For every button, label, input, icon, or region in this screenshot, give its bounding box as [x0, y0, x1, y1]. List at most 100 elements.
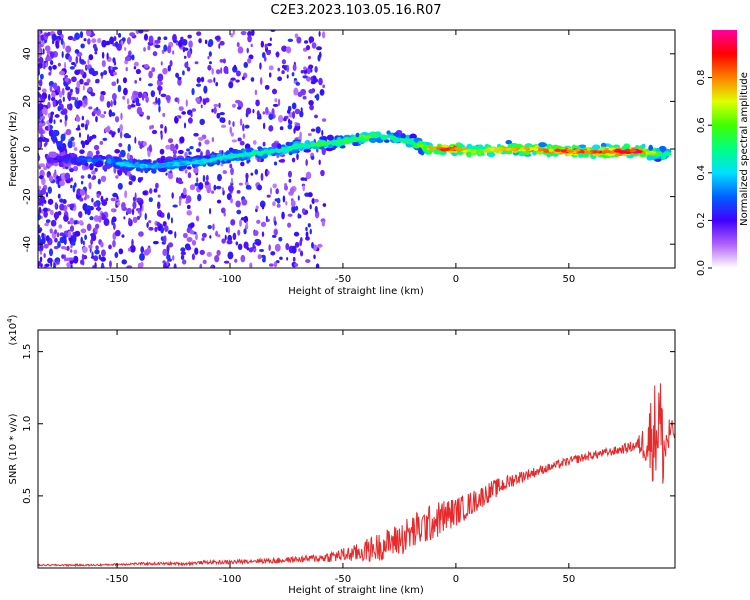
spectrogram-speckle: [314, 66, 318, 73]
spectrogram-speckle: [226, 193, 232, 201]
spectrogram-speckle: [279, 126, 284, 131]
spectrogram-speckle: [311, 198, 315, 204]
spectrogram-speckle: [88, 182, 92, 190]
spectrogram-speckle: [264, 84, 270, 90]
spectrogram-ridge-core: [523, 146, 530, 150]
spectrogram-speckle: [64, 172, 71, 180]
spectrogram-speckle: [100, 114, 106, 119]
spectrogram-speckle: [71, 61, 76, 66]
spectrogram-speckle: [314, 205, 318, 213]
spectrogram-speckle: [164, 125, 167, 134]
spectrogram-speckle: [208, 207, 212, 215]
spectrogram-speckle: [117, 84, 122, 93]
snr-x-tick-label: 0: [453, 574, 459, 585]
spectrogram-speckle: [311, 42, 317, 49]
spectrogram-speckle: [229, 163, 233, 169]
spectrogram-speckle: [79, 189, 86, 196]
spectrogram-speckle: [215, 230, 219, 237]
spectrogram-speckle: [38, 67, 41, 72]
spectrogram-speckle: [71, 240, 76, 246]
spectrogram-speckle: [143, 33, 148, 41]
spectrogram-speckle: [196, 31, 202, 36]
spectrogram-speckle: [38, 234, 41, 243]
spectrogram-speckle: [151, 67, 156, 73]
spectrogram-speckle: [198, 182, 204, 190]
spectrogram-speckle: [39, 195, 46, 202]
spectrogram-speckle: [260, 40, 265, 48]
spectrogram-ridge-core: [178, 162, 185, 166]
spectrogram-ridge-cell: [538, 142, 547, 148]
spectrogram-speckle: [61, 254, 65, 259]
spectrogram-speckle: [70, 249, 73, 253]
spectrogram-speckle: [189, 222, 195, 228]
spectrogram-speckle: [148, 35, 154, 44]
spectrogram-speckle: [277, 67, 281, 72]
spectrogram-speckle: [45, 235, 50, 242]
spectrogram-speckle: [260, 172, 264, 181]
spectrogram-speckle: [180, 247, 186, 252]
spectrogram-speckle: [241, 198, 248, 206]
spectrogram-speckle: [292, 111, 296, 119]
spectrogram-speckle: [273, 261, 278, 268]
spectrogram-speckle: [47, 31, 51, 36]
spectrogram-speckle: [83, 196, 87, 201]
spectrogram-speckle: [187, 34, 192, 39]
spectrogram-speckle: [243, 61, 249, 69]
spectrogram-ridge-core: [352, 139, 358, 143]
spectrogram-speckle: [45, 138, 50, 143]
spectrogram-speckle: [71, 76, 77, 83]
spectrogram-speckle: [246, 246, 250, 251]
spectrogram-speckle: [98, 215, 102, 223]
spectrogram-speckle: [96, 106, 99, 111]
spectrogram-speckle: [240, 217, 246, 221]
spectrogram-speckle: [216, 199, 222, 204]
spectrogram-speckle: [80, 43, 85, 49]
spectrogram-ridge-core: [466, 148, 472, 152]
spectrogram-speckle: [215, 69, 221, 75]
spectrogram-speckle: [122, 95, 126, 100]
spectrogram-speckle: [163, 36, 168, 41]
spectrogram-speckle: [232, 30, 235, 36]
spectrogram-speckle: [101, 249, 106, 257]
spectrogram-speckle: [284, 185, 288, 191]
spectrogram-speckle: [315, 93, 320, 101]
spectrogram-speckle: [89, 163, 94, 171]
spectrogram-speckle: [230, 132, 234, 137]
spectrogram-speckle: [250, 43, 253, 48]
spectrogram-speckle: [256, 116, 262, 120]
spectrogram-speckle: [112, 66, 118, 70]
spectrogram-speckle: [184, 169, 188, 174]
spectrogram-speckle: [99, 94, 105, 102]
spectrogram-speckle: [53, 262, 56, 268]
spectrogram-speckle: [60, 103, 64, 111]
spectrogram-speckle: [57, 145, 63, 151]
spectrogram-speckle: [128, 217, 131, 224]
spectrogram-speckle: [87, 38, 91, 45]
spectrogram-speckle: [295, 122, 301, 127]
spectrogram-speckle: [146, 222, 149, 228]
spectrogram-speckle: [111, 112, 116, 117]
spectrogram-ridge-core: [394, 137, 401, 141]
spectrogram-speckle: [291, 72, 295, 77]
spectrogram-speckle: [79, 197, 84, 202]
spectrogram-speckle: [140, 246, 145, 254]
colorbar-tick-label: 0.0: [696, 260, 707, 276]
spectrogram-speckle: [125, 66, 128, 72]
spectrogram-speckle: [90, 238, 94, 245]
spectrogram-speckle: [94, 249, 100, 255]
spectrogram-ridge-cell: [417, 148, 423, 155]
spectrogram-speckle: [114, 148, 121, 154]
spectrogram-speckle: [310, 155, 315, 160]
colorbar-gradient: [712, 30, 737, 268]
spectrogram-speckle: [43, 243, 49, 249]
spectrogram-speckle: [194, 61, 199, 65]
spectrogram-speckle: [278, 115, 284, 123]
spectrogram-ridge-core: [474, 149, 483, 153]
spectrogram-speckle: [144, 212, 147, 221]
spectrogram-ridge-core: [417, 143, 422, 147]
spectrogram-speckle: [186, 237, 193, 243]
spectrogram-speckle: [139, 253, 145, 261]
spectrogram-speckle: [196, 177, 199, 183]
spectrogram-speckle: [199, 249, 205, 255]
spectrogram-speckle: [94, 70, 99, 76]
